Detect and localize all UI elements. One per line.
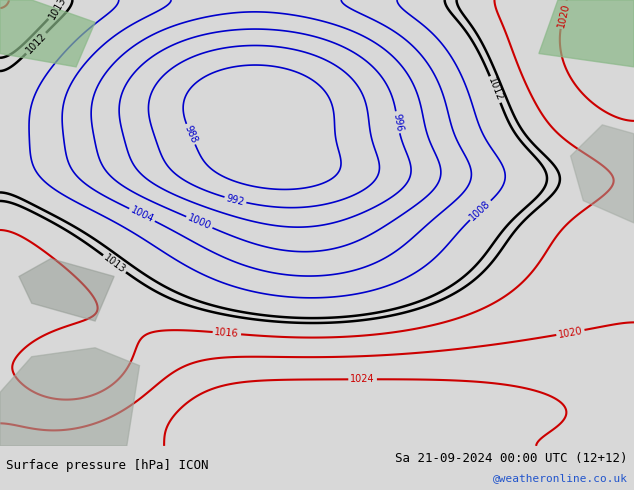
Polygon shape [0,348,139,446]
Text: 1016: 1016 [214,327,240,339]
Text: 1012: 1012 [24,31,48,55]
Text: 1020: 1020 [557,325,583,340]
Text: 1013: 1013 [101,252,127,275]
Text: 1008: 1008 [468,198,493,222]
Text: Sa 21-09-2024 00:00 UTC (12+12): Sa 21-09-2024 00:00 UTC (12+12) [395,452,628,465]
Polygon shape [19,259,114,321]
Text: 1020: 1020 [556,2,571,28]
Text: 1013: 1013 [47,0,68,21]
Text: 1004: 1004 [129,205,155,225]
Text: 992: 992 [225,193,245,207]
Polygon shape [0,0,95,67]
Text: 1024: 1024 [350,374,375,384]
Text: 996: 996 [391,112,404,132]
Polygon shape [571,125,634,223]
Text: Surface pressure [hPa] ICON: Surface pressure [hPa] ICON [6,459,209,472]
Text: 1000: 1000 [186,213,212,232]
Text: 1012: 1012 [486,76,505,103]
Text: @weatheronline.co.uk: @weatheronline.co.uk [493,473,628,483]
Polygon shape [539,0,634,67]
Text: 988: 988 [183,124,199,145]
